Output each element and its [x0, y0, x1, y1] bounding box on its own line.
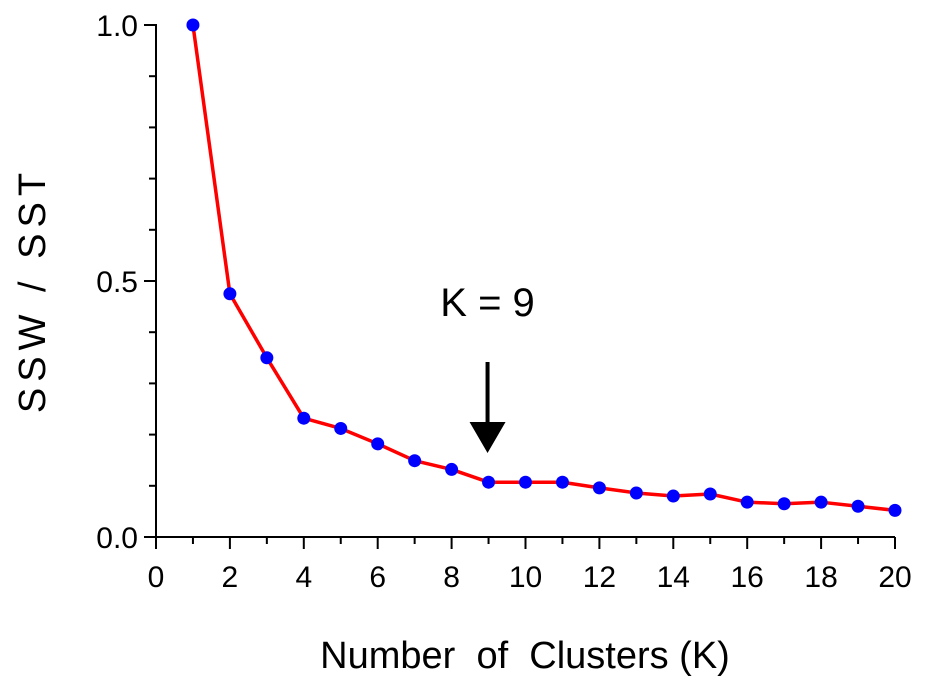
data-point: [740, 495, 754, 509]
data-point: [666, 489, 680, 503]
data-point: [186, 18, 200, 32]
annotation-arrow-head: [469, 422, 506, 453]
data-point: [851, 499, 865, 513]
data-point: [519, 475, 532, 489]
x-tick-label: 12: [583, 561, 616, 594]
x-axis-title: Number of Clusters (K): [320, 635, 730, 677]
y-axis-title: SSW / SST: [12, 167, 54, 413]
data-point: [334, 421, 348, 435]
x-tick-label: 10: [509, 561, 542, 594]
y-tick-label: 1.0: [96, 10, 138, 43]
data-point: [777, 497, 791, 511]
data-point: [445, 462, 459, 476]
x-tick-label: 18: [804, 561, 837, 594]
data-point: [555, 475, 569, 489]
data-point: [297, 411, 311, 425]
x-tick-label: 20: [878, 561, 911, 594]
annotation-group: K = 9: [440, 281, 535, 453]
x-tick-label: 2: [222, 561, 239, 594]
x-tick-label: 6: [369, 561, 386, 594]
data-point: [371, 437, 385, 451]
y-tick-label: 0.5: [96, 266, 138, 299]
x-tick-label: 16: [731, 561, 764, 594]
series-line: [191, 24, 896, 513]
data-point: [408, 454, 422, 468]
x-tick-label: 14: [657, 561, 690, 594]
data-point: [260, 351, 274, 365]
data-point: [703, 487, 717, 501]
x-axis: 0 2 4 6 8 10 12 14 16 18 20: [148, 536, 912, 594]
data-point: [592, 481, 606, 495]
annotation-label: K = 9: [440, 281, 535, 325]
x-tick-label: 4: [295, 561, 312, 594]
data-point: [629, 486, 643, 500]
x-tick-label: 8: [443, 561, 460, 594]
data-point: [482, 475, 496, 489]
x-tick-label: 0: [148, 561, 165, 594]
y-tick-label: 0.0: [96, 522, 138, 555]
data-point: [888, 503, 902, 517]
data-point: [814, 495, 828, 509]
y-axis: 0.0 0.5 1.0: [96, 10, 157, 555]
series-group: [186, 18, 902, 517]
data-point: [223, 287, 237, 301]
